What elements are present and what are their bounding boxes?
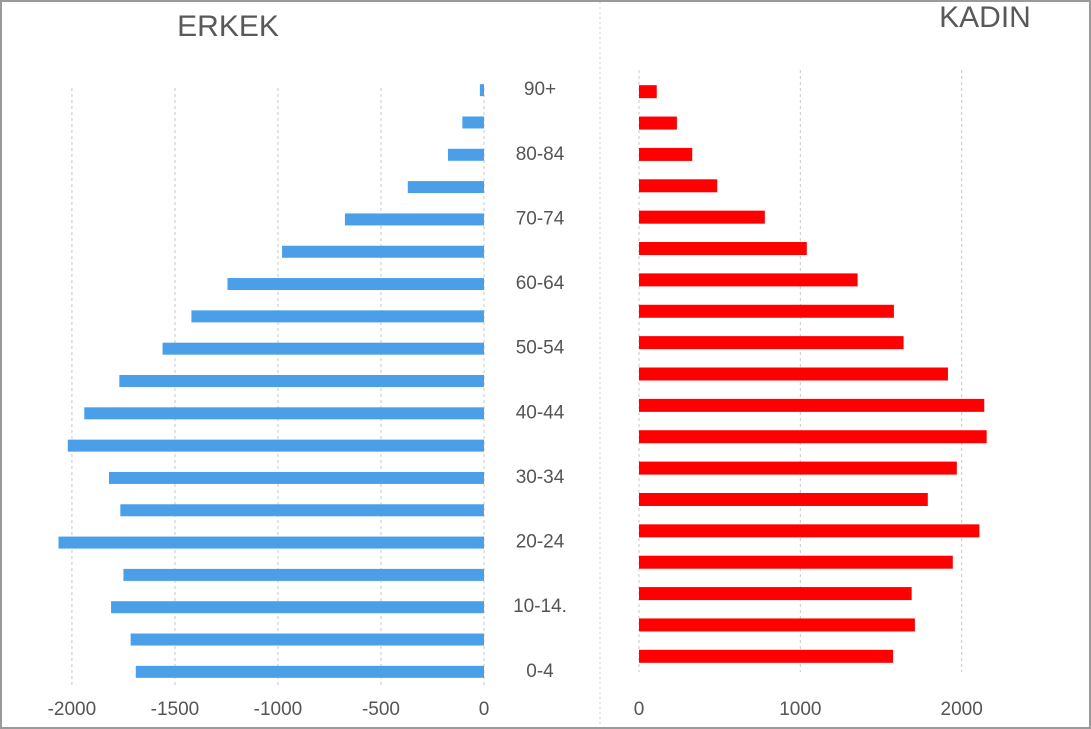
bar (479, 84, 484, 97)
bar (462, 116, 484, 129)
bar (191, 310, 485, 323)
category-label: 10-14. (513, 596, 567, 617)
category-label: 70-74 (516, 208, 565, 229)
bar (120, 504, 484, 517)
x-tick-label: -2000 (48, 699, 97, 720)
bar (111, 601, 484, 614)
x-tick-label: 0 (634, 699, 645, 720)
bar (130, 633, 484, 646)
bar (639, 618, 915, 632)
x-tick-label: -500 (362, 699, 400, 720)
bar (639, 524, 980, 538)
bar (639, 210, 765, 224)
bar (162, 342, 484, 355)
bar (639, 492, 928, 506)
bar (639, 555, 953, 569)
bar (447, 148, 484, 161)
x-tick-label: 2000 (941, 699, 983, 720)
bar (639, 179, 718, 193)
bar (639, 304, 894, 318)
category-label: 20-24 (516, 532, 565, 553)
bar (123, 568, 484, 581)
bar (639, 147, 693, 161)
bar (639, 649, 894, 663)
bar (84, 407, 484, 420)
bar (639, 367, 948, 381)
bar (282, 245, 484, 258)
x-tick-label: -1000 (254, 699, 303, 720)
bar (639, 336, 904, 350)
bar (58, 536, 485, 549)
chart-title: KADIN (939, 1, 1031, 34)
bar (639, 273, 858, 287)
bar (639, 461, 957, 475)
bar (135, 665, 484, 678)
bar (407, 181, 484, 194)
x-tick-label: 1000 (779, 699, 821, 720)
bar (108, 471, 484, 484)
bar (639, 430, 987, 444)
bar (344, 213, 484, 226)
bar (227, 278, 484, 291)
category-label: 40-44 (516, 402, 565, 423)
bar (639, 587, 912, 601)
category-label: 80-84 (516, 144, 565, 165)
category-label: 90+ (524, 79, 556, 100)
category-label: 0-4 (526, 661, 554, 682)
category-label: 50-54 (516, 338, 565, 359)
x-tick-label: 0 (479, 699, 490, 720)
bar (119, 375, 485, 387)
bar (67, 439, 485, 452)
category-label: 30-34 (516, 467, 565, 488)
category-label: 60-64 (516, 273, 565, 294)
bar (639, 398, 985, 412)
bar (639, 85, 657, 99)
bar (639, 116, 677, 130)
x-tick-label: -1500 (151, 699, 200, 720)
chart-title: ERKEK (177, 10, 279, 43)
bar (639, 242, 807, 256)
